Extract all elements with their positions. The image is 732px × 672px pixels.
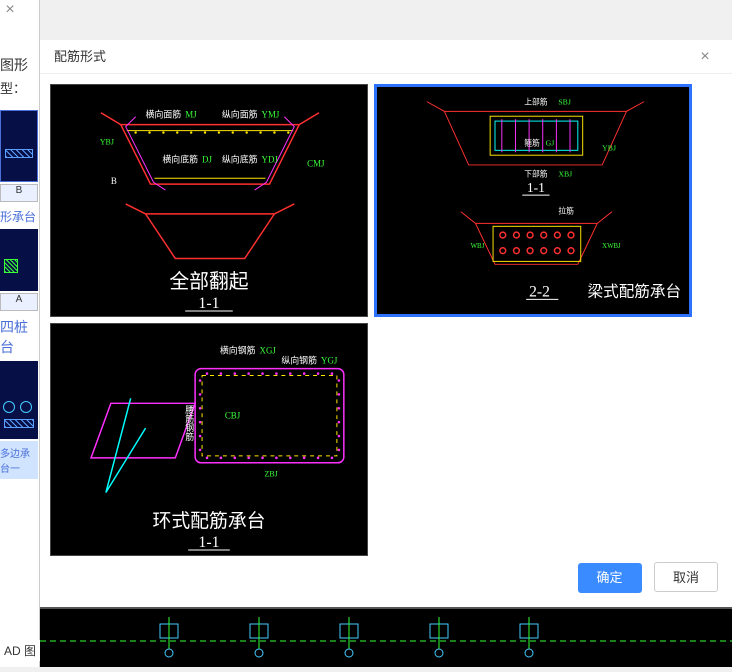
svg-text:SBJ: SBJ [558,98,571,107]
svg-text:箍筋: 箍筋 [524,137,540,147]
svg-text:WBJ: WBJ [471,243,485,250]
svg-text:XGJ: XGJ [260,346,277,356]
modal-title: 配筋形式 [54,49,106,64]
svg-text:YMJ: YMJ [262,110,280,120]
option-all-flip[interactable]: 横向面筋MJ 纵向面筋 YMJ 横向底筋 DJ 纵向底筋 YDJ CMJ YBJ B 全部翻起 1-1 [50,84,368,317]
close-icon[interactable]: × [0,0,20,20]
option-beam-style[interactable]: 上部筋 SBJ 箍筋 GJ YBJ 下部筋 XBJ 1-1 拉筋 XWBJ WBJ 2-2 梁式配筋承台 [374,84,692,317]
svg-text:XWBJ: XWBJ [602,243,621,250]
svg-text:GJ: GJ [546,138,555,147]
shape-thumb-3-cap: 多边承台一 [0,441,38,479]
svg-text:纵向底筋: 纵向底筋 [222,153,258,164]
svg-text:横向底筋: 横向底筋 [162,153,198,164]
modal-header: 配筋形式 × [40,40,732,74]
thumbnail-column: B 形承台 A 四桩台 多边承台一 [0,110,38,479]
svg-text:拉筋: 拉筋 [558,206,574,216]
cad-bottom-strip [40,609,732,667]
svg-text:2-2: 2-2 [529,283,550,300]
svg-text:全部翻起: 全部翻起 [169,271,248,293]
shape-thumb-3[interactable] [0,361,38,439]
shape-thumb-1-letter: B [0,184,38,202]
svg-text:横向面筋: 横向面筋 [146,109,182,120]
svg-text:上部筋: 上部筋 [524,97,548,107]
shape-thumb-1[interactable] [0,110,38,182]
svg-text:1-1: 1-1 [198,534,219,551]
svg-text:CBJ: CBJ [225,411,241,421]
svg-text:环式配筋承台: 环式配筋承台 [153,510,266,532]
svg-text:横向钢筋: 横向钢筋 [220,345,256,356]
sidebar-type-label: 型： [0,78,26,97]
svg-text:梁式配筋承台: 梁式配筋承台 [588,282,681,300]
modal-body: 横向面筋MJ 纵向面筋 YMJ 横向底筋 DJ 纵向底筋 YDJ CMJ YBJ B 全部翻起 1-1… [40,74,732,566]
svg-text:XBJ: XBJ [558,170,572,179]
svg-text:YDJ: YDJ [262,154,279,164]
rebar-style-modal: 配筋形式 × 横向面筋MJ 纵向面筋 YMJ 横向底筋 DJ 纵向底筋 YDJ CMJ YBJ B… [40,40,732,607]
svg-text:MJ: MJ [185,110,197,120]
shape-thumb-2[interactable] [0,229,38,291]
option-ring-style[interactable]: CBJ 横向钢筋 XGJ 纵向钢筋 YGJ 腰筋钢筋 ZBJ 环式配筋承台 1-1 [50,323,368,556]
sidebar-title: 图形 [0,55,28,75]
modal-close-icon[interactable]: × [688,40,722,74]
svg-text:YBJ: YBJ [100,137,114,146]
shape-thumb-1-cap: 形承台 [0,204,38,229]
ad-label: AD 图 [0,640,40,661]
svg-text:纵向面筋: 纵向面筋 [222,109,258,120]
modal-footer: 确定 取消 [570,562,718,593]
svg-text:B: B [111,176,117,186]
svg-text:下部筋: 下部筋 [524,169,548,179]
svg-text:纵向钢筋: 纵向钢筋 [281,355,317,366]
svg-text:1-1: 1-1 [198,295,219,312]
ok-button[interactable]: 确定 [578,563,642,593]
shape-thumb-2-cap: 四桩台 [0,313,38,361]
svg-text:YGJ: YGJ [321,356,338,366]
svg-text:DJ: DJ [202,154,212,164]
svg-text:1-1: 1-1 [527,180,545,195]
shape-thumb-2-letter: A [0,293,38,311]
svg-text:ZBJ: ZBJ [265,470,278,479]
svg-text:CMJ: CMJ [307,158,325,168]
svg-text:YBJ: YBJ [602,143,616,152]
cancel-button[interactable]: 取消 [654,562,718,592]
svg-text:腰筋钢筋: 腰筋钢筋 [184,405,194,442]
